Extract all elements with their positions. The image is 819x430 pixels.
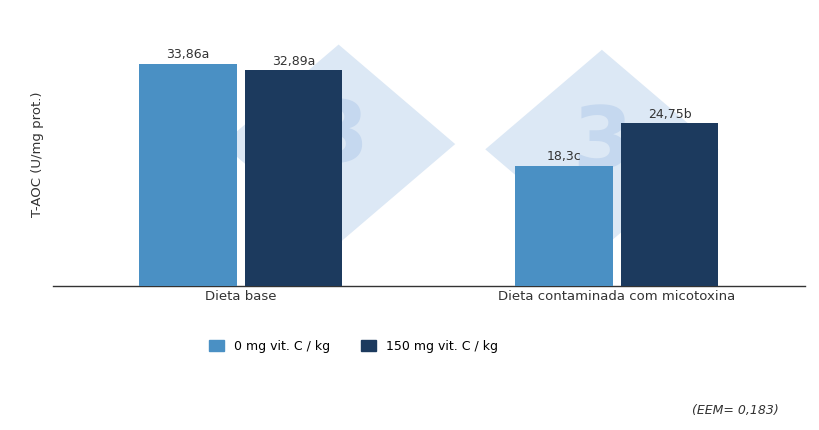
Bar: [244, 70, 342, 286]
Text: 3: 3: [571, 103, 631, 186]
Text: (EEM= 0,183): (EEM= 0,183): [691, 404, 778, 417]
Polygon shape: [222, 45, 455, 244]
Polygon shape: [485, 50, 717, 249]
Y-axis label: T-AOC (U/mg prot.): T-AOC (U/mg prot.): [31, 92, 44, 217]
Text: 3: 3: [308, 97, 369, 180]
Text: 33,86a: 33,86a: [166, 48, 210, 61]
Text: 18,3c: 18,3c: [546, 150, 581, 163]
Text: 32,89a: 32,89a: [271, 55, 314, 68]
Bar: [515, 166, 613, 286]
Legend: 0 mg vit. C / kg, 150 mg vit. C / kg: 0 mg vit. C / kg, 150 mg vit. C / kg: [209, 340, 498, 353]
Bar: [139, 64, 237, 286]
Text: 24,75b: 24,75b: [647, 108, 690, 121]
Bar: [620, 123, 717, 286]
